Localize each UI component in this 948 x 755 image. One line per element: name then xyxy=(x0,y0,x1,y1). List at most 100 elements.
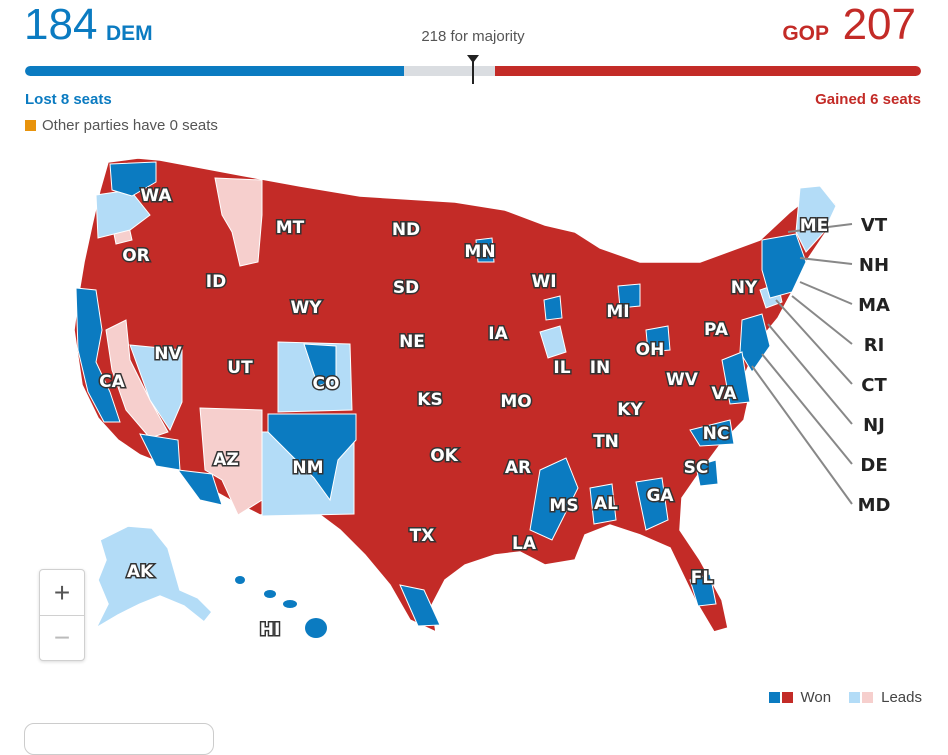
dem-seat-count: 184 xyxy=(24,0,98,49)
legend-gop-leads-swatch xyxy=(862,692,874,703)
region-dem-won-co xyxy=(303,343,337,387)
state-label-nd[interactable]: ND xyxy=(390,219,421,242)
region-dem-won-az xyxy=(176,469,223,506)
us-house-map[interactable]: WA OR CA NV ID MT WY UT AZ CO NM ND SD NE KS OK TX MN IA MO… xyxy=(0,140,948,685)
legend-leads-label: Leads xyxy=(881,689,922,706)
state-label-ak[interactable]: AK xyxy=(125,561,155,584)
region-dem-won-nc xyxy=(689,419,735,447)
region-dem-won-ca-coast xyxy=(75,287,121,423)
other-parties-swatch xyxy=(25,120,36,131)
state-label-il[interactable]: IL xyxy=(552,357,572,380)
callout-label-md[interactable]: MD xyxy=(858,495,891,516)
state-label-ky[interactable]: KY xyxy=(616,399,645,422)
region-dem-won-mid-atlantic xyxy=(739,313,771,373)
callout-label-ct[interactable]: CT xyxy=(861,375,887,396)
state-label-pa[interactable]: PA xyxy=(702,319,730,342)
callout-label-de[interactable]: DE xyxy=(860,455,887,476)
region-dem-won-new-england xyxy=(761,233,807,299)
map-legend: Won Leads xyxy=(768,689,922,706)
state-label-ne[interactable]: NE xyxy=(398,331,427,354)
state-label-wi[interactable]: WI xyxy=(530,271,558,294)
state-label-la[interactable]: LA xyxy=(511,533,539,556)
state-label-in[interactable]: IN xyxy=(588,357,612,380)
region-dem-won-al xyxy=(589,483,617,525)
hawaii-shape xyxy=(235,576,327,638)
region-dem-won-sc xyxy=(695,459,719,487)
region-dem-won-va xyxy=(721,351,751,405)
region-dem-won-oh xyxy=(645,325,671,353)
state-label-ks[interactable]: KS xyxy=(416,389,444,412)
majority-label: 218 for majority xyxy=(421,28,525,45)
state-label-nc[interactable]: NC xyxy=(701,423,731,446)
zoom-control: + − xyxy=(39,569,85,661)
callout-label-vt[interactable]: VT xyxy=(861,215,888,236)
other-parties-text: Other parties have 0 seats xyxy=(42,117,218,134)
gop-party-label: GOP xyxy=(782,22,829,45)
region-dem-won-mi xyxy=(617,283,641,309)
callout-label-ri[interactable]: RI xyxy=(864,335,885,356)
gop-seat-change: Gained 6 seats xyxy=(815,91,921,108)
state-labels: WA OR CA NV ID MT WY UT AZ CO NM ND SD NE KS OK TX MN IA MO… xyxy=(98,185,830,642)
state-label-id[interactable]: ID xyxy=(204,271,227,294)
other-parties-note: Other parties have 0 seats xyxy=(25,117,218,134)
region-gop-leads-ca xyxy=(105,319,169,439)
state-label-hi[interactable]: HI xyxy=(258,619,282,642)
state-label-nm[interactable]: NM xyxy=(291,457,325,480)
state-label-ms[interactable]: MS xyxy=(548,495,580,518)
region-dem-won-ga xyxy=(635,477,669,531)
state-label-tx[interactable]: TX xyxy=(408,525,436,548)
state-label-ca[interactable]: CA xyxy=(98,371,127,394)
majority-marker-icon xyxy=(467,55,479,63)
state-label-me[interactable]: ME xyxy=(798,215,830,238)
zoom-out-button[interactable]: − xyxy=(53,621,71,653)
state-label-or[interactable]: OR xyxy=(121,245,152,268)
state-label-va[interactable]: VA xyxy=(710,383,739,406)
state-label-ok[interactable]: OK xyxy=(429,445,460,468)
region-dem-won-ms xyxy=(529,457,579,541)
state-label-wv[interactable]: WV xyxy=(665,369,701,392)
state-label-nv[interactable]: NV xyxy=(153,343,184,366)
state-label-ar[interactable]: AR xyxy=(503,457,532,480)
region-dem-won-fl xyxy=(689,573,717,607)
gop-seat-bar xyxy=(494,66,921,76)
bottom-panel-edge xyxy=(24,723,214,755)
callout-label-nj[interactable]: NJ xyxy=(863,415,885,436)
legend-dem-leads-swatch xyxy=(849,692,861,703)
region-dem-won-wa xyxy=(109,161,157,197)
state-label-ut[interactable]: UT xyxy=(226,357,255,380)
state-label-mt[interactable]: MT xyxy=(274,217,306,240)
alaska-shape xyxy=(94,525,214,630)
state-label-sc[interactable]: SC xyxy=(682,457,710,480)
legend-dem-won-swatch xyxy=(768,692,780,703)
state-label-az[interactable]: AZ xyxy=(212,449,240,472)
callout-label-nh[interactable]: NH xyxy=(859,255,889,276)
state-label-mo[interactable]: MO xyxy=(499,391,533,414)
region-dem-won-nm xyxy=(267,413,357,502)
callout-lines xyxy=(751,223,853,505)
state-label-ia[interactable]: IA xyxy=(487,323,510,346)
zoom-in-button[interactable]: + xyxy=(40,570,84,616)
state-label-ny[interactable]: NY xyxy=(729,277,759,300)
callout-labels: VT NH MA RI CT NJ DE MD xyxy=(858,215,891,516)
dem-party-label: DEM xyxy=(106,22,153,45)
dem-seat-change: Lost 8 seats xyxy=(25,91,112,108)
state-label-wa[interactable]: WA xyxy=(139,185,174,208)
state-label-mi[interactable]: MI xyxy=(605,301,631,324)
region-gop-leads-az xyxy=(199,407,263,516)
state-label-tn[interactable]: TN xyxy=(592,431,621,454)
state-label-co[interactable]: CO xyxy=(311,373,341,396)
state-label-mn[interactable]: MN xyxy=(463,241,497,264)
legend-gop-won-swatch xyxy=(781,692,793,703)
gop-seat-count: 207 xyxy=(842,0,916,49)
state-label-oh[interactable]: OH xyxy=(634,339,666,362)
region-dem-won-wi xyxy=(543,295,563,321)
callout-label-ma[interactable]: MA xyxy=(858,295,890,316)
region-dem-leads-il xyxy=(539,325,567,359)
state-label-al[interactable]: AL xyxy=(593,493,620,516)
state-label-fl[interactable]: FL xyxy=(689,567,715,590)
state-label-wy[interactable]: WY xyxy=(289,297,324,320)
region-dem-leads-nv xyxy=(129,344,183,432)
state-label-ga[interactable]: GA xyxy=(645,485,676,508)
state-label-sd[interactable]: SD xyxy=(391,277,420,300)
region-dem-won-mn xyxy=(475,237,495,263)
